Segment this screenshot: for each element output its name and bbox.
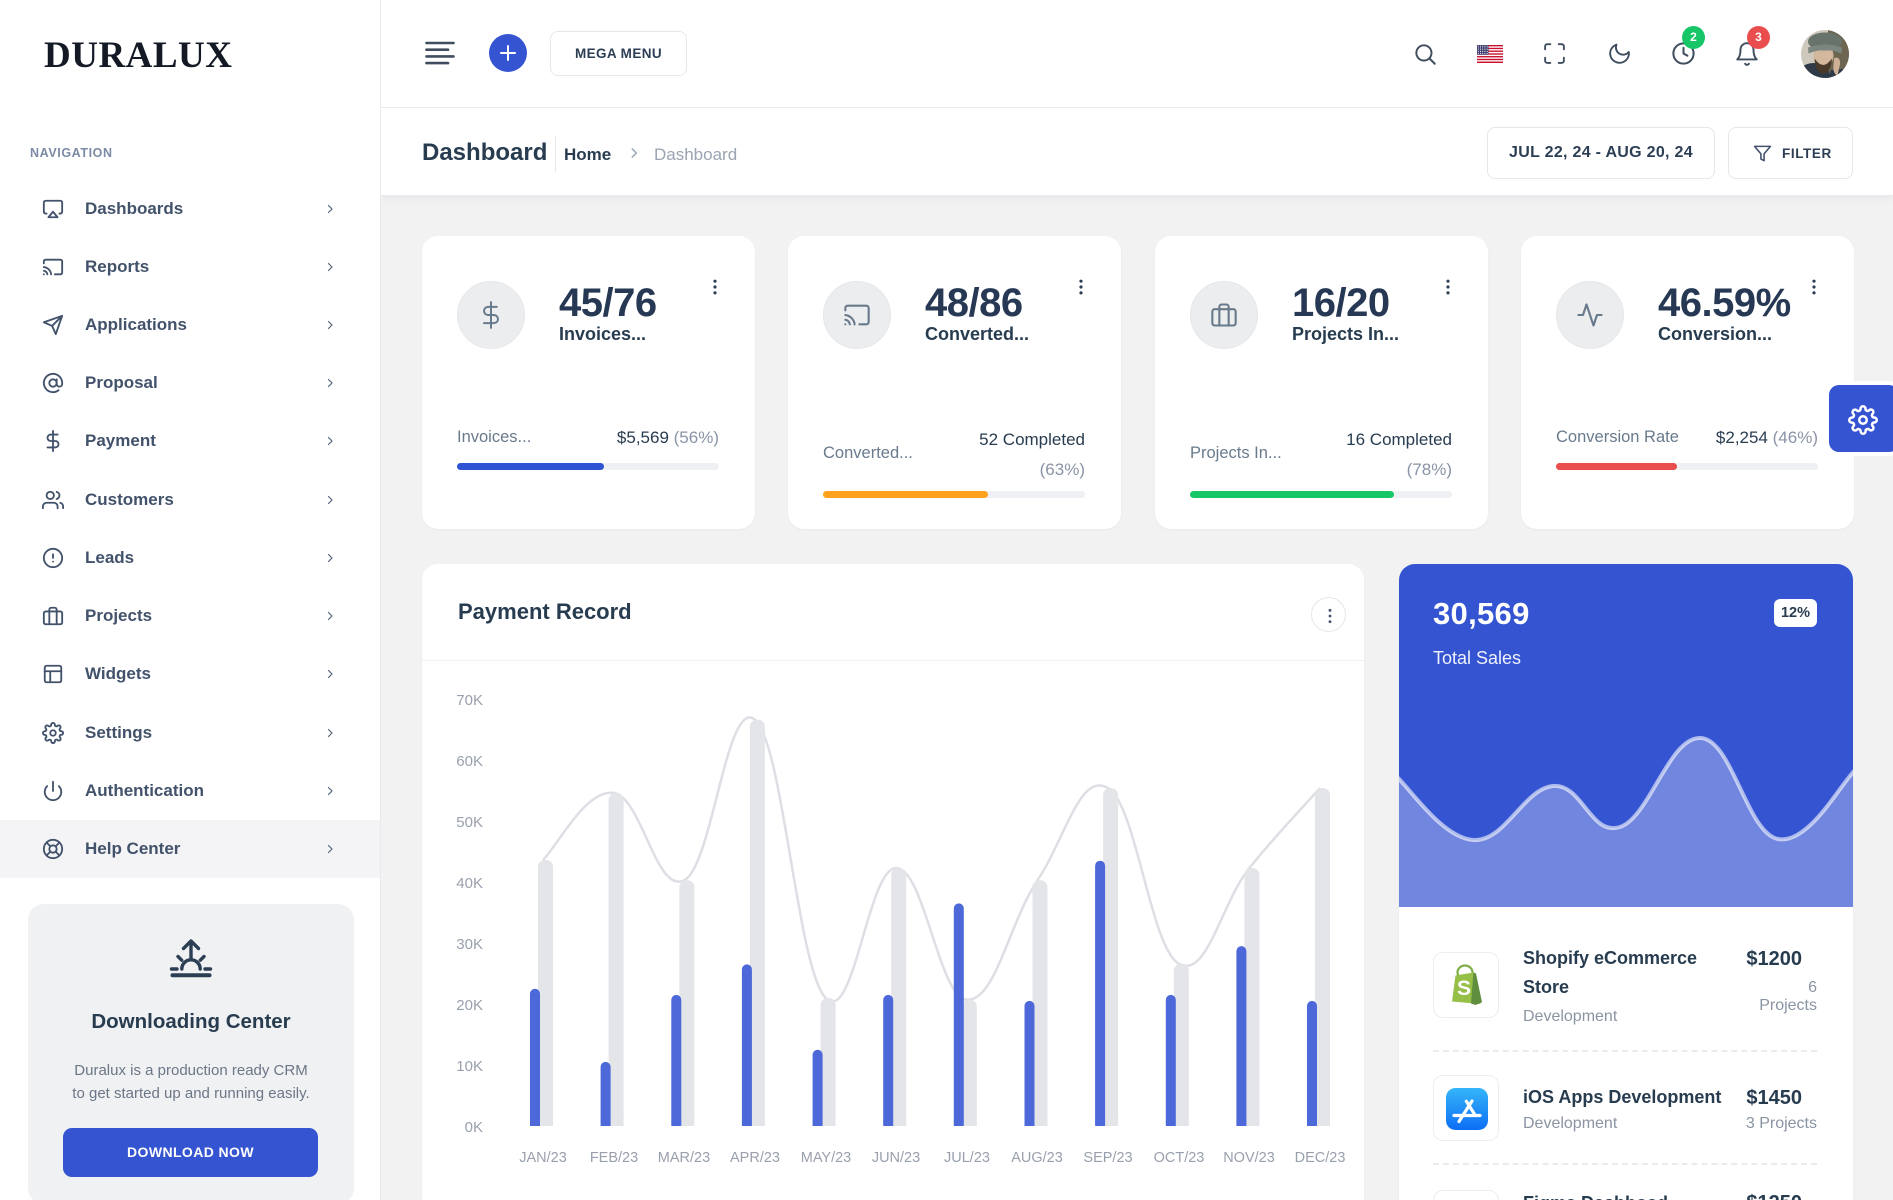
svg-text:S: S: [1457, 977, 1471, 1000]
